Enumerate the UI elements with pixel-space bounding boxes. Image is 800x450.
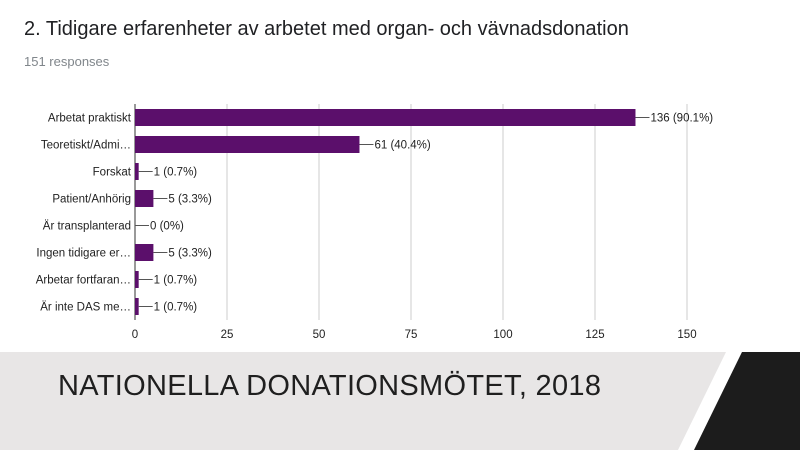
x-tick-label: 150 — [677, 329, 696, 341]
x-tick-label: 125 — [585, 329, 604, 341]
x-tick-label: 50 — [313, 329, 326, 341]
data-label: 0 (0%) — [150, 221, 184, 233]
bar — [135, 163, 139, 180]
bar — [135, 271, 139, 288]
footer-corner-decoration — [678, 352, 800, 450]
category-label: Ingen tidigare er… — [36, 248, 131, 260]
footer-band — [0, 352, 800, 450]
x-tick-label: 0 — [132, 329, 138, 341]
bar — [135, 298, 139, 315]
corner-white-stripe — [678, 352, 742, 450]
data-label: 1 (0.7%) — [154, 302, 198, 314]
bar-chart: 0 25 50 75 100 125 150 Arbetat praktiskt 136 (90… — [36, 104, 714, 342]
category-label: Arbetar fortfaran… — [36, 275, 131, 287]
bar — [135, 109, 636, 126]
data-label: 1 (0.7%) — [154, 167, 198, 179]
category-label: Patient/Anhörig — [52, 194, 131, 206]
category-label: Teoretiskt/Admi… — [41, 140, 131, 152]
question-title: 2. Tidigare erfarenheter av arbetet med … — [24, 18, 629, 40]
bar — [135, 190, 154, 207]
data-label: 5 (3.3%) — [168, 194, 212, 206]
category-label: Arbetat praktiskt — [48, 113, 132, 125]
footer-title: NATIONELLA DONATIONSMÖTET, 2018 — [58, 370, 602, 402]
corner-dark-wedge — [694, 352, 800, 450]
data-label: 136 (90.1%) — [650, 113, 713, 125]
response-count: 151 responses — [24, 54, 110, 69]
category-label: Är transplanterad — [43, 221, 131, 233]
bars — [135, 109, 636, 315]
bar — [135, 136, 360, 153]
bar — [135, 244, 154, 261]
labels: 0 25 50 75 100 125 150 Arbetat praktiskt 136 (90… — [36, 113, 714, 342]
x-tick-label: 25 — [221, 329, 234, 341]
data-label: 5 (3.3%) — [168, 248, 212, 260]
category-label: Är inte DAS me… — [40, 302, 131, 314]
data-label: 1 (0.7%) — [154, 275, 198, 287]
category-label: Forskat — [93, 167, 132, 179]
x-tick-label: 100 — [493, 329, 512, 341]
x-tick-label: 75 — [405, 329, 418, 341]
data-label: 61 (40.4%) — [374, 140, 430, 152]
